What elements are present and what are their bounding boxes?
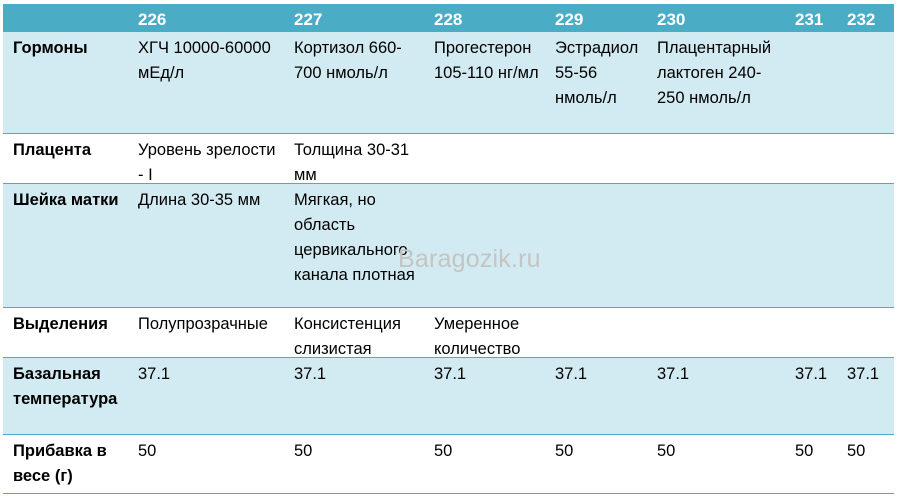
header-day-230: 230 [647,4,785,32]
row-label-placenta: Плацента [3,133,128,183]
table-cell: Мягкая, но область цервикального канала … [284,183,424,307]
table-cell: 37.1 [785,357,837,434]
table-cell: 37.1 [284,357,424,434]
table-cell [785,32,837,133]
row-label-hormones: Гормоны [3,32,128,133]
table-cell [785,133,837,183]
row-label-weight-gain: Прибавка в весе (г) [3,434,128,494]
header-day-226: 226 [128,4,284,32]
table-cell [785,307,837,357]
pregnancy-table: 226 227 228 229 230 231 232 Гормоны ХГЧ … [3,4,894,494]
table-cell: 37.1 [128,357,284,434]
header-day-227: 227 [284,4,424,32]
table-cell [785,183,837,307]
table-cell: Эстрадиол 55-56 нмоль/л [545,32,647,133]
table-cell [837,133,894,183]
table-cell: Кортизол 660-700 нмоль/л [284,32,424,133]
table-cell [837,307,894,357]
table-cell [837,32,894,133]
table-cell [545,133,647,183]
table-cell: Уровень зрелости - I [128,133,284,183]
header-day-232: 232 [837,4,894,32]
table-cell: 37.1 [647,357,785,434]
watermark: Baragozik.ru [398,245,541,273]
table-cell: ХГЧ 10000-60000 мЕд/л [128,32,284,133]
table-cell [837,183,894,307]
table-cell: Длина 30-35 мм [128,183,284,307]
header-day-228: 228 [424,4,545,32]
header-day-229: 229 [545,4,647,32]
row-label-cervix: Шейка матки [3,183,128,307]
table-cell: Плацентарный лактоген 240-250 нмоль/л [647,32,785,133]
header-corner [3,4,128,32]
header-day-231: 231 [785,4,837,32]
table-cell [545,307,647,357]
table-cell [647,183,785,307]
table-cell: 50 [424,434,545,494]
table-cell: 50 [545,434,647,494]
table-cell [424,133,545,183]
table-cell: Консистенция слизистая [284,307,424,357]
table-cell: 50 [128,434,284,494]
table-cell [647,133,785,183]
table-cell [424,183,545,307]
table-cell: Умеренное количество [424,307,545,357]
row-label-discharge: Выделения [3,307,128,357]
table-cell: 50 [837,434,894,494]
table-cell: 50 [284,434,424,494]
table-cell: 37.1 [837,357,894,434]
table-cell: 50 [785,434,837,494]
table-cell: Толщина 30-31 мм [284,133,424,183]
table-cell [545,183,647,307]
table-cell: 50 [647,434,785,494]
table-cell: Полупрозрачные [128,307,284,357]
table-cell [647,307,785,357]
row-label-basal-temperature: Базальная температура [3,357,128,434]
table-cell: 37.1 [424,357,545,434]
table-cell: Прогестерон 105-110 нг/мл [424,32,545,133]
table-cell: 37.1 [545,357,647,434]
